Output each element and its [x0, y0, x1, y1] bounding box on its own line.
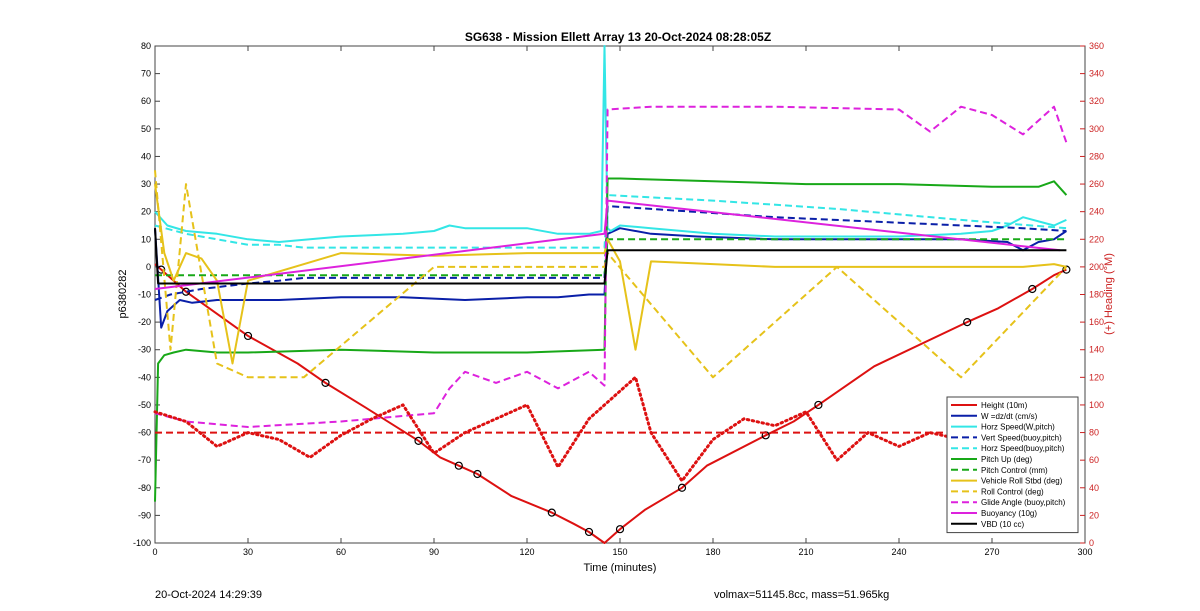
height-marker [321, 378, 330, 387]
y-left-tick-label: -10 [138, 290, 151, 300]
y-left-tick-label: -50 [138, 400, 151, 410]
y-left-tick-label: -80 [138, 483, 151, 493]
y-right-tick-label: 100 [1089, 400, 1104, 410]
series-line-9 [154, 105, 1068, 428]
legend-label: W =dz/dt (cm/s) [981, 412, 1038, 421]
height-marker [547, 508, 556, 517]
height-marker [677, 483, 687, 492]
legend-label: Horz Speed(W,pitch) [981, 423, 1055, 432]
y-right-tick-label: 200 [1089, 262, 1104, 272]
series-line-12 [153, 375, 1068, 483]
height-marker [1028, 284, 1037, 294]
y-left-tick-label: 70 [141, 69, 151, 79]
series-line-7 [154, 183, 1067, 365]
legend-label: Glide Angle (buoy,pitch) [981, 498, 1066, 507]
legend-label: Horz Speed(buoy,pitch) [981, 444, 1065, 453]
y-left-tick-label: -70 [138, 455, 151, 465]
series-line-1 [154, 227, 1067, 329]
height-marker [414, 436, 423, 445]
y-axis-left-label: p6380282 [117, 270, 129, 319]
y-right-tick-label: 60 [1089, 455, 1099, 465]
series-line-10 [154, 199, 1061, 290]
legend-label: Pitch Control (mm) [981, 466, 1048, 475]
y-left-tick-label: -20 [138, 317, 151, 327]
y-right-tick-label: 140 [1089, 345, 1104, 355]
height-marker [243, 331, 253, 341]
y-right-tick-label: 40 [1089, 483, 1099, 493]
footer-mass-info: volmax=51145.8cc, mass=51.965kg [714, 589, 890, 601]
y-left-tick-label: 60 [141, 96, 151, 106]
legend-box [946, 396, 1079, 534]
height-marker [584, 527, 594, 537]
series-line-0 [154, 263, 1067, 544]
y-right-tick-label: 320 [1089, 96, 1104, 106]
y-right-tick-label: 160 [1089, 317, 1104, 327]
series-line-4 [154, 194, 1067, 249]
y-axis-right-label: (+) Heading (°M) [1103, 253, 1115, 335]
height-marker [454, 461, 463, 470]
y-right-tick-label: 340 [1089, 69, 1104, 79]
y-left-tick-label: -40 [138, 372, 151, 382]
x-tick-label: 30 [243, 547, 253, 557]
y-right-tick-label: 300 [1089, 124, 1104, 134]
height-marker [963, 318, 972, 327]
legend-label: Height (10m) [981, 401, 1028, 410]
y-right-tick-label: 80 [1089, 428, 1099, 438]
y-right-tick-label: 180 [1089, 290, 1104, 300]
series-line-11 [154, 228, 1067, 285]
x-tick-label: 270 [984, 547, 999, 557]
legend-label: Vert Speed(buoy,pitch) [981, 433, 1062, 442]
y-left-tick-label: 10 [141, 234, 151, 244]
y-left-tick-label: 50 [141, 124, 151, 134]
x-tick-label: 300 [1077, 547, 1092, 557]
y-left-tick-label: 20 [141, 207, 151, 217]
y-right-tick-label: 120 [1089, 372, 1104, 382]
x-tick-label: 60 [336, 547, 346, 557]
x-tick-label: 180 [705, 547, 720, 557]
legend-label: Pitch Up (deg) [981, 455, 1032, 464]
y-left-tick-label: 0 [146, 262, 151, 272]
y-left-tick-label: 40 [141, 151, 151, 161]
legend-label: VBD (10 cc) [981, 520, 1024, 529]
x-tick-label: 120 [519, 547, 534, 557]
y-left-tick-label: 80 [141, 41, 151, 51]
y-left-tick-label: -100 [133, 538, 151, 548]
y-right-tick-label: 360 [1089, 41, 1104, 51]
y-right-tick-label: 260 [1089, 179, 1104, 189]
plot-area: 0 30 60 90 120 150 180 210 240 270 300807060504030… [133, 41, 1104, 557]
x-tick-label: 90 [429, 547, 439, 557]
series-line-2 [154, 45, 1067, 243]
x-tick-label: 240 [891, 547, 906, 557]
y-left-tick-label: -90 [138, 510, 151, 520]
x-tick-label: 150 [612, 547, 627, 557]
x-tick-label: 210 [798, 547, 813, 557]
legend-label: Roll Control (deg) [981, 487, 1044, 496]
y-right-tick-label: 20 [1089, 510, 1099, 520]
legend-label: Buoyancy (10g) [981, 509, 1037, 518]
chart-title: SG638 - Mission Ellett Array 13 20-Oct-2… [465, 30, 771, 44]
y-right-tick-label: 240 [1089, 207, 1104, 217]
x-axis-label: Time (minutes) [584, 562, 657, 574]
y-left-tick-label: -30 [138, 345, 151, 355]
series-line-5 [154, 177, 1068, 502]
footer-timestamp: 20-Oct-2024 14:29:39 [155, 589, 263, 601]
legend-label: Vehicle Roll Stbd (deg) [981, 477, 1063, 486]
y-right-tick-label: 280 [1089, 151, 1104, 161]
height-marker [473, 469, 482, 479]
y-right-tick-label: 220 [1089, 234, 1104, 244]
y-left-tick-label: -60 [138, 428, 151, 438]
height-marker [814, 400, 823, 410]
height-marker [615, 525, 625, 534]
y-right-tick-label: 0 [1089, 538, 1094, 548]
y-left-tick-label: 30 [141, 179, 151, 189]
series-line-8 [154, 170, 1068, 379]
x-tick-label: 0 [152, 547, 157, 557]
